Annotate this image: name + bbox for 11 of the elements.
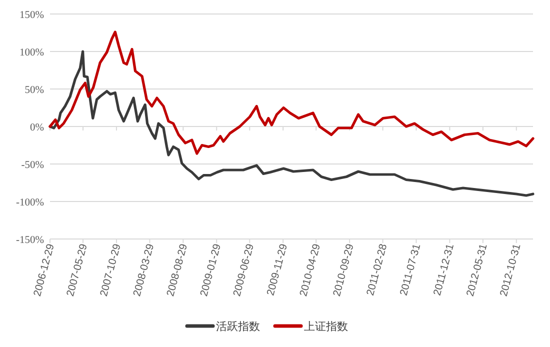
y-tick-label: 0% (30, 122, 44, 134)
legend-label: 上证指数 (304, 320, 348, 333)
y-tick-label: -150% (16, 235, 44, 246)
y-tick-label: -100% (16, 198, 44, 208)
line-series (48, 50, 534, 197)
y-tick-label: -50% (21, 160, 44, 171)
y-tick-label: 50% (24, 85, 44, 96)
y-tick-label: 100% (20, 48, 44, 58)
line-series (48, 30, 534, 155)
legend-label: 活跃指数 (216, 320, 260, 333)
y-tick-label: 150% (20, 10, 44, 21)
